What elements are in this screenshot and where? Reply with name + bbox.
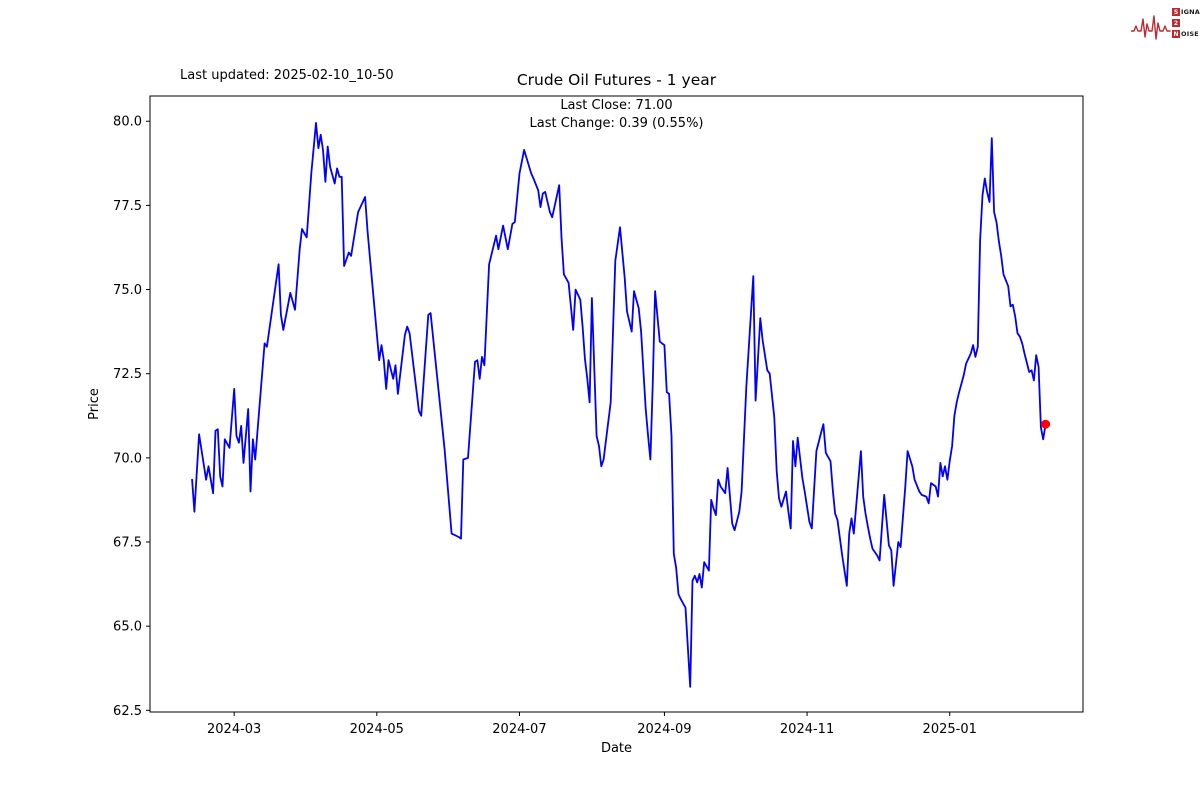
x-tick-label: 2025-01 <box>923 722 977 737</box>
y-tick-label: 75.0 <box>113 283 142 298</box>
x-tick-label: 2024-05 <box>350 722 404 737</box>
chart-annotation: Last Close: 71.00 Last Change: 0.39 (0.5… <box>150 97 1083 133</box>
x-tick-label: 2024-07 <box>492 722 546 737</box>
logo-row-noise: N OISE <box>1172 29 1200 39</box>
x-tick-label: 2024-11 <box>780 722 834 737</box>
last-close-marker <box>1041 419 1051 429</box>
logo-badge-2: 2 <box>1172 19 1180 27</box>
chart-title: Crude Oil Futures - 1 year <box>516 71 717 89</box>
y-tick-label: 70.0 <box>113 451 142 466</box>
annotation-last-close: Last Close: 71.00 <box>560 98 673 113</box>
y-axis-label: Price <box>87 388 102 420</box>
last-updated-text: Last updated: 2025-02-10_10-50 <box>180 68 394 83</box>
logo-row-2: 2 <box>1172 18 1200 28</box>
logo-badge-n: N <box>1172 30 1180 38</box>
y-tick-label: 77.5 <box>113 199 142 214</box>
y-tick-label: 67.5 <box>113 536 142 551</box>
x-tick-label: 2024-03 <box>207 722 261 737</box>
logo-rest-signal: IGNAL <box>1181 8 1200 16</box>
axes-frame <box>149 95 1084 713</box>
y-tick-label: 72.5 <box>113 367 142 382</box>
price-line <box>191 122 1047 688</box>
annotation-last-change: Last Change: 0.39 (0.55%) <box>529 116 704 131</box>
logo-badge-s: S <box>1172 8 1180 16</box>
logo-rest-noise: OISE <box>1181 30 1199 38</box>
y-tick-label: 65.0 <box>113 620 142 635</box>
logo-row-signal: SIGNAL <box>1172 7 1200 17</box>
x-axis-label: Date <box>601 741 632 756</box>
waveform-icon <box>1131 15 1171 40</box>
x-tick-label: 2024-09 <box>637 722 691 737</box>
y-tick-label: 62.5 <box>113 704 142 719</box>
y-tick-label: 80.0 <box>113 115 142 130</box>
